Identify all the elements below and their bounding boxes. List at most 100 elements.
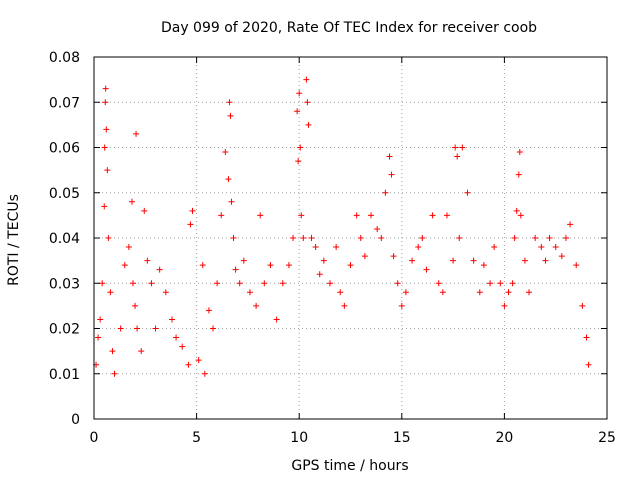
data-point: [368, 212, 375, 219]
data-point: [214, 280, 221, 287]
data-point: [168, 316, 175, 323]
data-point: [228, 198, 235, 205]
data-points: [93, 76, 592, 377]
data-point: [579, 302, 586, 309]
data-point: [230, 235, 237, 241]
data-point: [201, 370, 208, 377]
data-point: [134, 325, 141, 332]
data-point: [97, 316, 104, 323]
data-point: [374, 225, 381, 232]
data-point: [546, 235, 553, 241]
data-point: [246, 289, 253, 296]
x-tick-label: 20: [495, 430, 513, 446]
data-point: [382, 189, 389, 196]
data-point: [326, 280, 333, 287]
data-point: [435, 280, 442, 287]
data-point: [573, 262, 580, 269]
data-point: [285, 262, 292, 269]
data-point: [513, 207, 520, 214]
data-point: [558, 253, 565, 260]
data-point: [227, 112, 234, 119]
data-point: [419, 235, 426, 241]
data-point: [226, 99, 233, 106]
data-point: [394, 280, 401, 287]
data-point: [294, 108, 301, 115]
data-point: [501, 302, 508, 309]
data-point: [304, 99, 311, 106]
data-point: [497, 280, 504, 287]
data-point: [107, 289, 114, 296]
data-point: [152, 325, 159, 332]
data-point: [273, 316, 280, 323]
data-point: [132, 302, 139, 309]
data-point: [526, 289, 533, 296]
data-point: [173, 334, 180, 341]
data-point: [464, 189, 471, 196]
data-point: [117, 325, 124, 332]
data-point: [562, 235, 569, 241]
data-point: [456, 235, 463, 241]
data-point: [415, 244, 422, 251]
data-point: [218, 212, 225, 219]
data-point: [333, 244, 340, 251]
data-point: [195, 357, 202, 364]
data-point: [386, 153, 393, 160]
y-tick-label: 0.04: [49, 231, 80, 247]
data-point: [398, 302, 405, 309]
y-tick-label: 0.01: [49, 367, 80, 383]
data-point: [279, 280, 286, 287]
data-point: [253, 302, 260, 309]
data-point: [295, 158, 302, 165]
y-tick-label: 0.03: [49, 276, 80, 292]
data-point: [429, 212, 436, 219]
data-point: [491, 244, 498, 251]
data-point: [257, 212, 264, 219]
data-point: [185, 361, 192, 368]
data-point: [297, 144, 304, 151]
y-tick-label: 0.08: [49, 50, 80, 66]
x-axis-label: GPS time / hours: [291, 458, 408, 474]
data-point: [133, 130, 140, 137]
data-point: [308, 235, 315, 241]
data-point: [487, 280, 494, 287]
data-point: [104, 167, 111, 174]
data-point: [423, 266, 430, 273]
x-tick-label: 15: [393, 430, 411, 446]
data-point: [148, 280, 155, 287]
data-point: [267, 262, 274, 269]
data-point: [378, 235, 385, 241]
data-point: [222, 149, 229, 156]
data-point: [187, 221, 194, 228]
data-point: [102, 99, 109, 106]
data-point: [357, 235, 364, 241]
y-tick-label: 0: [71, 412, 80, 428]
data-point: [101, 144, 108, 151]
y-tick-label: 0.02: [49, 322, 80, 338]
data-point: [443, 212, 450, 219]
data-point: [210, 325, 217, 332]
y-tick-label: 0.07: [49, 95, 80, 111]
data-point: [316, 271, 323, 278]
x-tick-label: 25: [598, 430, 616, 446]
data-point: [199, 262, 206, 269]
data-point: [511, 235, 518, 241]
data-point: [388, 171, 395, 178]
data-point: [296, 90, 303, 97]
data-point: [232, 266, 239, 273]
data-point: [103, 126, 110, 133]
data-point: [517, 212, 524, 219]
data-point: [585, 361, 592, 368]
data-point: [109, 348, 116, 355]
data-point: [516, 149, 523, 156]
data-point: [476, 289, 483, 296]
data-point: [521, 257, 528, 264]
data-point: [225, 176, 232, 183]
x-tick-label: 10: [290, 430, 308, 446]
data-point: [129, 280, 136, 287]
data-point: [300, 235, 307, 241]
x-tick-label: 5: [192, 430, 201, 446]
data-point: [179, 343, 186, 350]
data-point: [162, 289, 169, 296]
data-point: [505, 289, 512, 296]
